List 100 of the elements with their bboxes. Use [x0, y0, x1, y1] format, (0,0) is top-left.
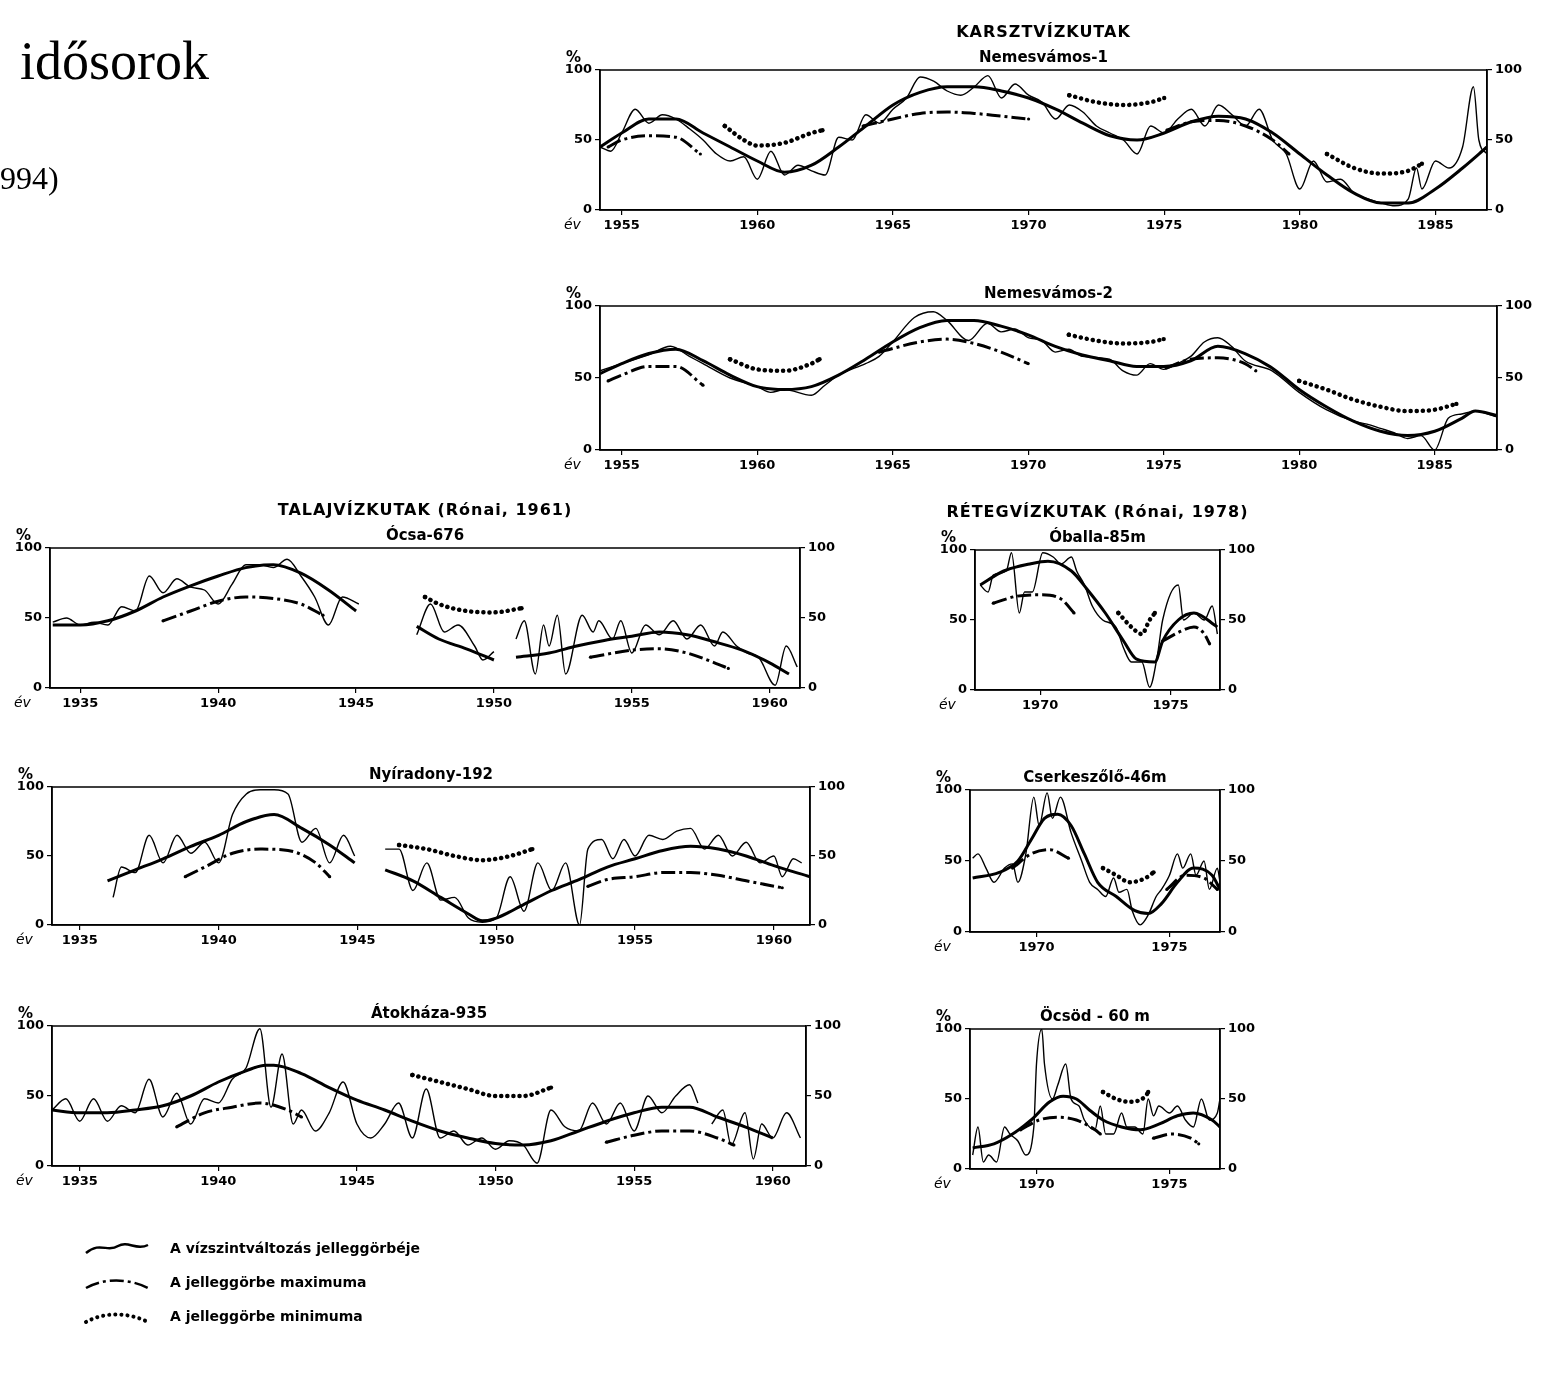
chart-title: Cserkeszőlő-46m [1023, 768, 1167, 786]
y2-tick-label: 50 [818, 847, 837, 863]
x-tick-label: 1955 [616, 932, 654, 948]
y-tick-label: 0 [582, 441, 592, 457]
x-tick-label: 1960 [755, 932, 792, 948]
x-tick-label: 1945 [339, 932, 376, 948]
y2-tick-label: 100 [818, 778, 846, 794]
x-axis-title: év [939, 695, 957, 712]
chart-title: Nemesvámos-1 [979, 48, 1108, 66]
text: KARSZTVÍZKUTAK [956, 22, 1131, 41]
x-tick-label: 1935 [61, 1173, 98, 1189]
x-tick-label: 1985 [1416, 457, 1453, 473]
x-tick-label: 1975 [1145, 457, 1182, 473]
x-tick-label: 1940 [200, 1173, 237, 1189]
x-axis-title: év [564, 455, 582, 472]
y2-tick-label: 100 [808, 539, 836, 555]
x-axis-title: év [564, 215, 582, 232]
y2-tick-label: 0 [814, 1157, 824, 1173]
y2-tick-label: 50 [808, 609, 827, 625]
x-tick-label: 1960 [751, 695, 788, 711]
y2-tick-label: 0 [1505, 441, 1515, 457]
x-tick-label: 1965 [874, 457, 911, 473]
x-tick-label: 1950 [477, 1173, 514, 1189]
y-tick-label: 0 [34, 916, 44, 932]
y2-tick-label: 100 [814, 1017, 842, 1033]
chart-title: Nyíradony-192 [368, 765, 494, 783]
x-tick-label: 1970 [1018, 939, 1055, 955]
x-tick-label: 1945 [338, 1173, 376, 1189]
x-tick-label: 1985 [1417, 217, 1454, 233]
x-tick-label: 1980 [1281, 457, 1318, 473]
y2-tick-label: 0 [808, 679, 818, 695]
chart-title: Átokháza-935 [370, 1004, 488, 1022]
x-tick-label: 1970 [1010, 457, 1047, 473]
y2-tick-label: 100 [1228, 541, 1256, 557]
y-tick-label: 0 [952, 1160, 962, 1176]
chart-title: Öcsöd - 60 m [1039, 1007, 1151, 1025]
y-tick-label: 0 [952, 923, 962, 939]
x-tick-label: 1960 [739, 457, 776, 473]
y-tick-label: 0 [957, 681, 967, 697]
y-tick-label: 50 [948, 611, 967, 627]
x-tick-label: 1955 [616, 1173, 653, 1189]
x-tick-label: 1945 [337, 695, 375, 711]
x-axis-title: év [934, 1174, 952, 1191]
x-tick-label: 1935 [61, 932, 98, 948]
legend-label: A jelleggörbe maximuma [170, 1274, 367, 1290]
legend-label: A vízszintváltozás jelleggörbéje [170, 1240, 420, 1256]
x-tick-label: 1975 [1152, 697, 1189, 713]
text: RÉTEGVÍZKUTAK (Rónai, 1978) [946, 502, 1249, 521]
x-tick-label: 1960 [739, 217, 776, 233]
chart-title: Ócsa-676 [385, 526, 465, 544]
x-tick-label: 1950 [478, 932, 515, 948]
x-tick-label: 1975 [1151, 939, 1188, 955]
x-tick-label: 1935 [62, 695, 99, 711]
y2-tick-label: 100 [1228, 1020, 1256, 1036]
y2-tick-label: 100 [1505, 297, 1533, 313]
y2-tick-label: 100 [1495, 61, 1523, 77]
y-tick-label: 50 [25, 1087, 44, 1103]
text: TALAJVÍZKUTAK (Rónai, 1961) [277, 500, 573, 519]
y2-tick-label: 50 [1228, 852, 1247, 868]
y2-tick-label: 50 [814, 1087, 833, 1103]
y-tick-label: 50 [573, 369, 592, 385]
y2-tick-label: 50 [1228, 611, 1247, 627]
x-tick-label: 1975 [1146, 217, 1183, 233]
y-tick-label: 50 [943, 1090, 962, 1106]
y2-tick-label: 50 [1228, 1090, 1247, 1106]
x-tick-label: 1955 [603, 217, 640, 233]
x-tick-label: 1960 [754, 1173, 791, 1189]
y2-tick-label: 0 [1228, 681, 1238, 697]
y2-tick-label: 0 [1228, 923, 1238, 939]
y2-tick-label: 50 [1505, 369, 1524, 385]
y-tick-label: 0 [32, 679, 42, 695]
y-tick-label: 50 [25, 847, 44, 863]
x-tick-label: 1970 [1018, 1176, 1055, 1192]
x-axis-title: év [16, 930, 34, 947]
y2-tick-label: 100 [1228, 781, 1256, 797]
y2-tick-label: 50 [1495, 131, 1514, 147]
x-tick-label: 1955 [613, 695, 650, 711]
x-tick-label: 1940 [200, 695, 237, 711]
y2-tick-label: 0 [1228, 1160, 1238, 1176]
x-tick-label: 1950 [475, 695, 513, 711]
chart-title: Óballa-85m [1049, 528, 1146, 546]
y2-tick-label: 0 [1495, 201, 1505, 217]
y-tick-label: 50 [943, 852, 962, 868]
x-tick-label: 1940 [200, 932, 237, 948]
x-axis-title: év [16, 1171, 34, 1188]
x-tick-label: 1965 [874, 217, 912, 233]
x-tick-label: 1975 [1151, 1176, 1188, 1192]
y2-tick-label: 0 [818, 916, 828, 932]
x-tick-label: 1980 [1281, 217, 1318, 233]
x-tick-label: 1970 [1010, 217, 1047, 233]
y-tick-label: 0 [34, 1157, 44, 1173]
y-tick-label: 50 [23, 609, 42, 625]
text: idősorok [20, 30, 209, 92]
y-tick-label: 0 [582, 201, 592, 217]
legend-label: A jelleggörbe minimuma [170, 1308, 363, 1324]
x-axis-title: év [14, 693, 32, 710]
chart-title: Nemesvámos-2 [984, 284, 1113, 302]
x-tick-label: 1970 [1022, 697, 1059, 713]
x-tick-label: 1955 [603, 457, 640, 473]
y-tick-label: 50 [573, 131, 592, 147]
